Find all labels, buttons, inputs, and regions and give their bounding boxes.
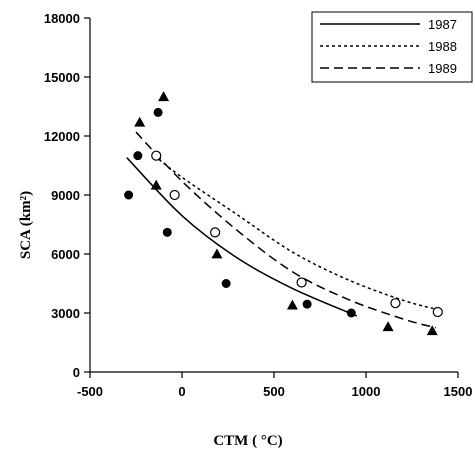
point-1988	[390, 298, 401, 309]
fit-line-1987	[126, 157, 358, 317]
point-1988	[169, 189, 180, 201]
y-tick-label: 15000	[44, 70, 80, 85]
y-tick-label: 3000	[51, 306, 80, 321]
y-axis-title: SCA (km²)	[18, 191, 34, 259]
x-tick-label: 1500	[444, 384, 473, 399]
x-axis-title: CTM ( °C)	[213, 433, 282, 449]
y-tick-label: 9000	[51, 188, 80, 203]
point-1987	[162, 227, 172, 237]
point-1987	[124, 190, 134, 200]
ticks-layer: -500 0 500 1000 1500030006000900012000150001…	[44, 11, 473, 399]
x-tick-label: 1000	[352, 384, 381, 399]
point-1988	[151, 150, 162, 161]
point-1987	[221, 279, 231, 288]
point-1989	[150, 179, 162, 190]
point-1988	[432, 306, 443, 318]
fit-line-1989	[135, 131, 437, 329]
y-tick-label: 18000	[44, 11, 80, 26]
markers-layer	[124, 91, 443, 336]
point-1989	[211, 248, 223, 259]
point-1987	[133, 151, 143, 161]
legend: 1987 1988 1989	[311, 11, 473, 83]
point-1989	[286, 299, 298, 310]
point-1989	[134, 116, 146, 127]
y-tick-label: 12000	[44, 129, 80, 144]
x-tick-label: 500	[263, 384, 285, 399]
legend-label-1989: 1989	[428, 61, 457, 76]
point-1988	[296, 277, 307, 288]
point-1987	[302, 299, 312, 309]
point-1988	[210, 227, 221, 238]
y-tick-label: 6000	[51, 247, 80, 262]
x-tick-label: 0	[178, 384, 185, 399]
legend-label-1988: 1988	[428, 39, 457, 54]
point-1987	[153, 107, 163, 117]
x-tick-label: -500	[77, 384, 103, 399]
point-1989	[382, 321, 394, 332]
point-1989	[426, 325, 438, 336]
fit-lines-layer	[126, 131, 440, 329]
point-1987	[346, 308, 356, 318]
point-1989	[158, 91, 170, 102]
y-tick-label: 0	[73, 365, 80, 380]
fit-line-1988	[153, 155, 440, 311]
legend-label-1987: 1987	[428, 17, 457, 32]
